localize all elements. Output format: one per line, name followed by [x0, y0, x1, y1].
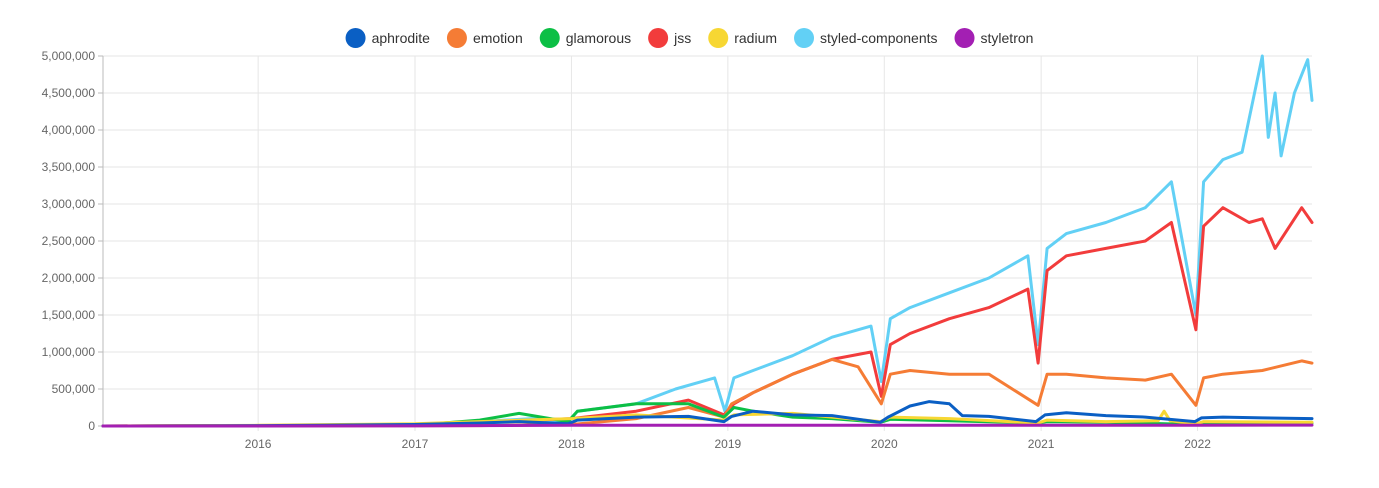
- x-tick-label: 2020: [871, 437, 898, 451]
- legend-item-glamorous[interactable]: glamorous: [539, 28, 631, 48]
- legend-item-styled-components[interactable]: styled-components: [794, 28, 938, 48]
- x-tick-label: 2016: [245, 437, 272, 451]
- y-tick-label: 4,500,000: [42, 86, 96, 100]
- legend-swatch: [648, 28, 669, 48]
- legend-swatch: [446, 28, 467, 48]
- legend-swatch: [539, 28, 560, 48]
- x-tick-label: 2018: [558, 437, 585, 451]
- x-tick-label: 2021: [1028, 437, 1055, 451]
- legend-swatch: [345, 28, 366, 48]
- legend-swatch: [708, 28, 729, 48]
- series-line-emotion: [101, 357, 1314, 428]
- y-tick-label: 1,500,000: [42, 308, 96, 322]
- y-tick-label: 3,000,000: [42, 197, 96, 211]
- y-tick-label: 0: [88, 419, 95, 433]
- y-tick-label: 500,000: [52, 382, 96, 396]
- x-axis: 2016 2017 2018 2019 2020 2021 2022: [103, 425, 1312, 451]
- y-tick-label: 5,000,000: [42, 49, 96, 63]
- y-tick-label: 2,500,000: [42, 234, 96, 248]
- legend-label: radium: [734, 30, 777, 46]
- grid: [103, 55, 1312, 431]
- x-tick-label: 2022: [1184, 437, 1211, 451]
- legend-label: aphrodite: [372, 30, 431, 46]
- legend-item-radium[interactable]: radium: [708, 28, 777, 48]
- series-line-jss: [101, 206, 1314, 428]
- legend-item-emotion[interactable]: emotion: [446, 28, 523, 48]
- series-line-styletron: [101, 423, 1314, 428]
- y-tick-label: 3,500,000: [42, 160, 96, 174]
- legend-item-jss[interactable]: jss: [648, 28, 691, 48]
- legend-label: styletron: [981, 30, 1034, 46]
- plot-area: [101, 54, 1314, 428]
- y-tick-label: 4,000,000: [42, 123, 96, 137]
- legend-label: emotion: [473, 30, 523, 46]
- series-line-aphrodite: [101, 400, 1314, 428]
- legend-label: styled-components: [820, 30, 938, 46]
- legend-swatch: [794, 28, 815, 48]
- legend-swatch: [954, 28, 975, 48]
- x-tick-label: 2017: [402, 437, 429, 451]
- legend-label: jss: [673, 30, 691, 46]
- x-tick-label: 2019: [715, 437, 742, 451]
- y-tick-label: 2,000,000: [42, 271, 96, 285]
- legend-item-styletron[interactable]: styletron: [954, 28, 1034, 48]
- y-axis: 0 500,000 1,000,000 1,500,000 2,000,000 2,500…: [42, 49, 104, 433]
- legend-item-aphrodite[interactable]: aphrodite: [345, 28, 431, 48]
- legend-label: glamorous: [566, 30, 631, 46]
- y-tick-label: 1,000,000: [42, 345, 96, 359]
- legend: aphrodite emotion glamorous jss radium styled…: [345, 28, 1034, 48]
